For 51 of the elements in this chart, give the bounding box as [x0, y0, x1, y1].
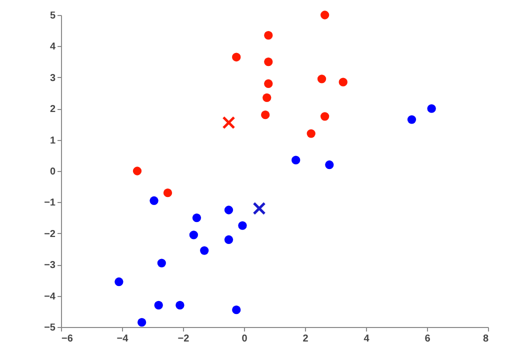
point: [320, 10, 330, 20]
point: [176, 300, 184, 310]
point: [427, 104, 436, 113]
y-tick-label: −4: [44, 291, 56, 302]
point: [192, 213, 202, 222]
x-tick-label: 2: [302, 334, 309, 344]
point: [261, 110, 270, 120]
point: [325, 160, 334, 170]
point: [189, 230, 198, 240]
point: [338, 78, 348, 86]
point: [137, 318, 146, 327]
point: [222, 116, 236, 130]
point: [157, 258, 166, 268]
y-tick-label: −1: [44, 198, 56, 209]
y-tick-label: 1: [50, 135, 56, 146]
point: [114, 277, 124, 286]
x-tick-label: −2: [178, 334, 190, 344]
y-tick-label: 5: [50, 10, 56, 22]
y-tick-label: −5: [44, 322, 56, 334]
point: [262, 93, 272, 102]
y-tick-label: 3: [50, 72, 56, 84]
point: [150, 196, 158, 205]
point: [163, 188, 172, 198]
x-tick-label: 6: [424, 334, 431, 344]
point: [224, 206, 234, 214]
y-tick-label: 2: [50, 104, 56, 116]
point: [224, 235, 234, 244]
point: [320, 112, 330, 121]
y-tick-label: −2: [44, 228, 56, 240]
point: [232, 306, 241, 314]
point: [238, 221, 247, 230]
point: [154, 300, 163, 310]
point: [264, 79, 273, 88]
point: [232, 52, 241, 62]
point: [264, 57, 273, 66]
point: [292, 156, 300, 164]
point: [306, 129, 316, 138]
point: [132, 166, 142, 176]
x-tick-label: 8: [482, 334, 489, 344]
x-tick-label: −4: [116, 334, 129, 344]
point: [264, 30, 273, 40]
point: [317, 74, 326, 84]
y-tick-label: 0: [50, 166, 56, 178]
y-tick-label: −3: [44, 260, 56, 272]
y-tick-label: 4: [50, 42, 56, 53]
x-tick-label: 4: [364, 334, 370, 344]
point: [407, 115, 416, 124]
x-tick-label: −6: [62, 334, 74, 344]
point: [200, 246, 209, 255]
x-tick-label: 0: [242, 334, 248, 344]
point: [252, 202, 266, 215]
